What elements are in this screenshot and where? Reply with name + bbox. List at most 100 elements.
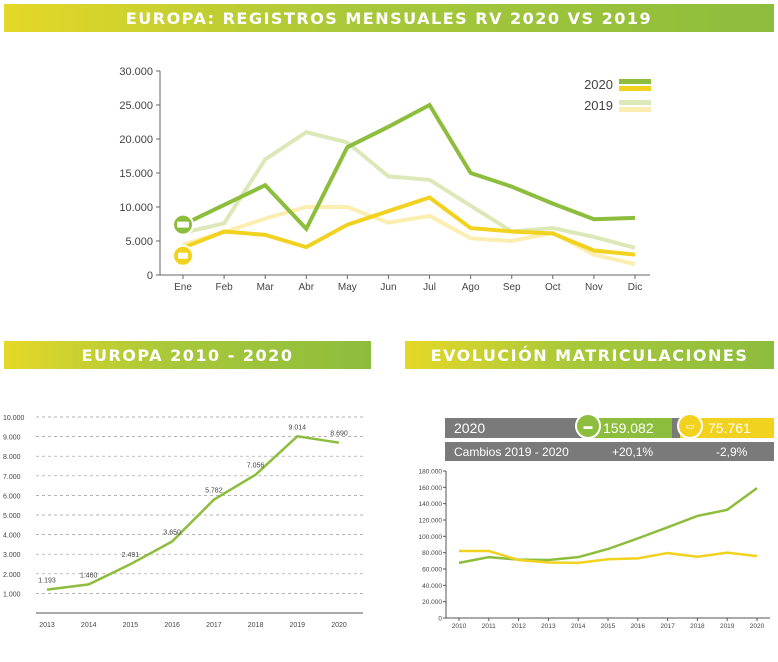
y-tick-label: 1.000 <box>3 591 21 598</box>
x-tick-label: 2016 <box>164 622 180 629</box>
banner-europe-decade: EUROPA 2010 - 2020 <box>4 341 371 369</box>
data-label: 1.193 <box>38 578 56 585</box>
y-tick-label: 7.000 <box>3 474 21 481</box>
stats-row-changes: Cambios 2019 - 2020 +20,1% -2,9% <box>445 442 774 461</box>
data-label: 7.056 <box>247 463 265 470</box>
y-tick-label: 3.000 <box>3 552 21 559</box>
x-tick-label: Ene <box>174 282 192 293</box>
y-tick-label: 80.000 <box>422 550 442 557</box>
y-tick-label: 140.000 <box>419 501 443 508</box>
x-tick-label: Feb <box>215 282 233 293</box>
legend-label-2019: 2019 <box>584 98 613 113</box>
banner-title: EVOLUCIÓN MATRICULACIONES <box>430 345 749 365</box>
changes-label: Cambios 2019 - 2020 <box>454 444 569 459</box>
caravan-change: -2,9% <box>716 444 748 459</box>
y-tick-label: 40.000 <box>422 583 442 590</box>
banner-title: EUROPA: REGISTROS MENSUALES RV 2020 VS 2… <box>125 8 653 28</box>
y-tick-label: 0 <box>438 616 442 623</box>
y-tick-label: 60.000 <box>422 567 442 574</box>
x-tick-label: 2014 <box>571 623 586 630</box>
y-tick-label: 20.000 <box>422 599 442 606</box>
x-tick-label: 2010 <box>452 623 467 630</box>
y-tick-label: 10.000 <box>3 415 25 422</box>
x-tick-label: 2020 <box>331 622 347 629</box>
x-tick-label: 2020 <box>750 623 765 630</box>
y-tick-label: 5.000 <box>125 236 153 248</box>
banner-title: EUROPA 2010 - 2020 <box>81 345 294 365</box>
x-tick-label: 2013 <box>39 622 55 629</box>
x-tick-label: Dic <box>628 282 642 293</box>
data-label: 3.650 <box>163 529 181 536</box>
data-label: 5.782 <box>205 488 223 495</box>
y-tick-label: 20.000 <box>119 134 153 146</box>
stats-row-totals: 2020 159.082 75.761 ▬ ▭ <box>445 413 774 439</box>
x-tick-label: 2016 <box>631 623 646 630</box>
x-tick-label: 2014 <box>81 622 97 629</box>
y-tick-label: 180.000 <box>419 469 443 476</box>
y-tick-label: 6.000 <box>3 493 21 500</box>
x-tick-label: 2015 <box>601 623 616 630</box>
x-tick-label: Jul <box>423 282 436 293</box>
y-tick-label: 5.000 <box>3 513 21 520</box>
x-tick-label: 2011 <box>482 623 496 630</box>
legend-swatch <box>619 79 651 84</box>
caravan-icon: ▭ <box>677 413 703 439</box>
y-tick-label: 25.000 <box>119 100 153 112</box>
x-tick-label: Mar <box>257 282 275 293</box>
caravan-total-cell: 75.761 <box>680 418 774 438</box>
y-tick-label: 120.000 <box>419 518 443 525</box>
series-line-2020-motorhome <box>182 102 636 233</box>
caravan-total: 75.761 <box>708 420 751 436</box>
x-tick-label: 2018 <box>248 622 264 629</box>
x-tick-label: Jun <box>380 282 396 293</box>
series-line-europe <box>46 434 340 591</box>
y-tick-label: 100.000 <box>419 534 443 541</box>
motorhome-total-cell: 159.082 <box>586 418 672 438</box>
y-tick-label: 10.000 <box>119 202 153 214</box>
motorhome-icon <box>177 221 189 228</box>
legend-label-2020: 2020 <box>584 77 613 92</box>
x-tick-label: 2017 <box>660 623 675 630</box>
banner-registration-evolution: EVOLUCIÓN MATRICULACIONES <box>405 341 774 369</box>
banner-monthly-registrations: EUROPA: REGISTROS MENSUALES RV 2020 VS 2… <box>4 4 774 32</box>
x-tick-label: 2012 <box>511 623 526 630</box>
data-label: 9.014 <box>289 424 307 431</box>
y-tick-label: 2.000 <box>3 572 21 579</box>
y-tick-label: 30.000 <box>119 66 153 78</box>
y-tick-label: 9.000 <box>3 435 21 442</box>
y-tick-label: 0 <box>147 270 153 282</box>
x-tick-label: 2017 <box>206 622 222 629</box>
x-tick-label: 2015 <box>123 622 139 629</box>
data-label: 8.690 <box>330 431 348 438</box>
motorhome-total: 159.082 <box>603 420 654 436</box>
x-tick-label: May <box>338 282 357 293</box>
x-tick-label: Nov <box>585 282 603 293</box>
x-tick-label: 2013 <box>541 623 556 630</box>
y-tick-label: 8.000 <box>3 454 21 461</box>
x-tick-label: Oct <box>545 282 561 293</box>
stats-year-label: 2020 <box>454 420 486 436</box>
x-tick-label: Ago <box>462 282 480 293</box>
x-tick-label: 2019 <box>289 622 305 629</box>
x-tick-label: Abr <box>298 282 314 293</box>
x-tick-label: 2018 <box>690 623 705 630</box>
y-tick-label: 160.000 <box>419 485 443 492</box>
y-tick-label: 15.000 <box>119 168 153 180</box>
legend-swatch <box>619 86 651 91</box>
legend-swatch <box>619 100 651 105</box>
data-label: 2.491 <box>122 552 140 559</box>
motorhome-change: +20,1% <box>612 444 654 459</box>
legend-swatch <box>619 107 651 112</box>
y-tick-label: 4.000 <box>3 533 21 540</box>
chart-monthly-registrations: 0 5.000 10.000 15.000 20.000 25.000 30.000 Ene F… <box>119 66 651 293</box>
series-line-2020-caravan <box>182 195 636 257</box>
x-tick-label: 2019 <box>720 623 735 630</box>
x-tick-label: Sep <box>503 282 521 293</box>
motorhome-icon: ▬ <box>575 413 601 439</box>
series-line-caravan <box>459 549 758 565</box>
series-line-2019-motorhome <box>182 130 636 250</box>
caravan-icon <box>178 252 188 259</box>
data-label: 1.460 <box>80 572 98 579</box>
